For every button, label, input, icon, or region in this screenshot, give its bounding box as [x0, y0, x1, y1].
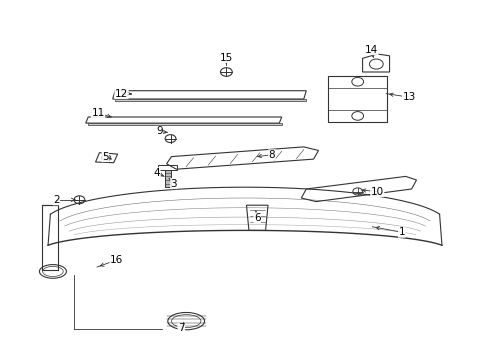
Text: 6: 6 [254, 213, 261, 223]
Text: 8: 8 [269, 150, 275, 160]
Text: 16: 16 [110, 255, 123, 265]
Text: 13: 13 [402, 92, 416, 102]
Text: 9: 9 [156, 126, 163, 136]
Text: 10: 10 [371, 186, 384, 197]
Text: 7: 7 [178, 323, 185, 333]
Text: 12: 12 [115, 89, 128, 99]
Polygon shape [165, 170, 171, 187]
Polygon shape [115, 99, 306, 101]
Text: 2: 2 [53, 195, 60, 205]
Text: 3: 3 [171, 179, 177, 189]
Text: 1: 1 [398, 227, 405, 237]
Polygon shape [88, 123, 282, 125]
Text: 5: 5 [102, 152, 109, 162]
Text: 15: 15 [220, 53, 233, 63]
Text: 11: 11 [91, 108, 105, 118]
Text: 14: 14 [365, 45, 378, 55]
Text: 4: 4 [153, 168, 160, 178]
